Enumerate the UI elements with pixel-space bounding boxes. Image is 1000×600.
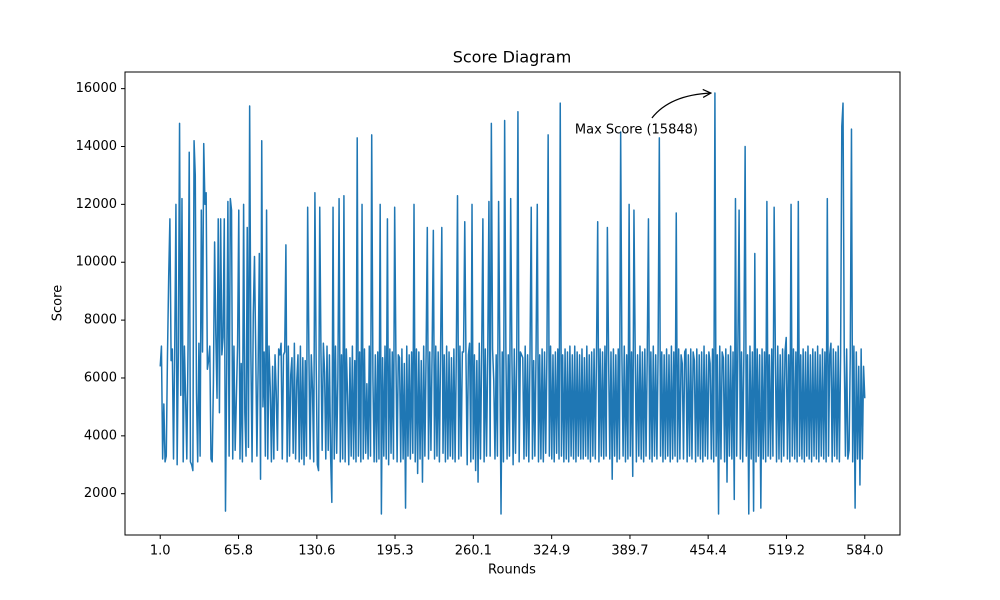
x-tick-label: 65.8: [224, 544, 253, 559]
x-tick-label: 584.0: [846, 544, 883, 559]
x-tick-label: 324.9: [533, 544, 570, 559]
y-tick-label: 2000: [84, 486, 117, 501]
y-tick-label: 14000: [76, 139, 117, 154]
x-axis-label: Rounds: [488, 563, 536, 578]
x-tick-label: 195.3: [376, 544, 413, 559]
x-tick-label: 260.1: [455, 544, 492, 559]
axes-frame: [124, 71, 901, 536]
y-tick-label: 16000: [76, 81, 117, 96]
y-tick-label: 8000: [84, 313, 117, 328]
annotation-text: Max Score (15848): [575, 123, 698, 138]
y-tick-label: 4000: [84, 428, 117, 443]
x-tick-label: 389.7: [611, 544, 648, 559]
y-tick-label: 12000: [76, 197, 117, 212]
y-tick-label: 6000: [84, 370, 117, 385]
annotation-arrow: [651, 93, 711, 119]
x-tick-label: 454.4: [690, 544, 727, 559]
x-tick-label: 130.6: [298, 544, 335, 559]
chart-title: Score Diagram: [453, 48, 572, 67]
x-tick-label: 519.2: [768, 544, 805, 559]
data-line: [159, 92, 866, 515]
y-axis-label: Score: [51, 285, 66, 321]
plot-area: [159, 92, 866, 515]
x-tick-label: 1.0: [150, 544, 171, 559]
y-tick-label: 10000: [76, 255, 117, 270]
